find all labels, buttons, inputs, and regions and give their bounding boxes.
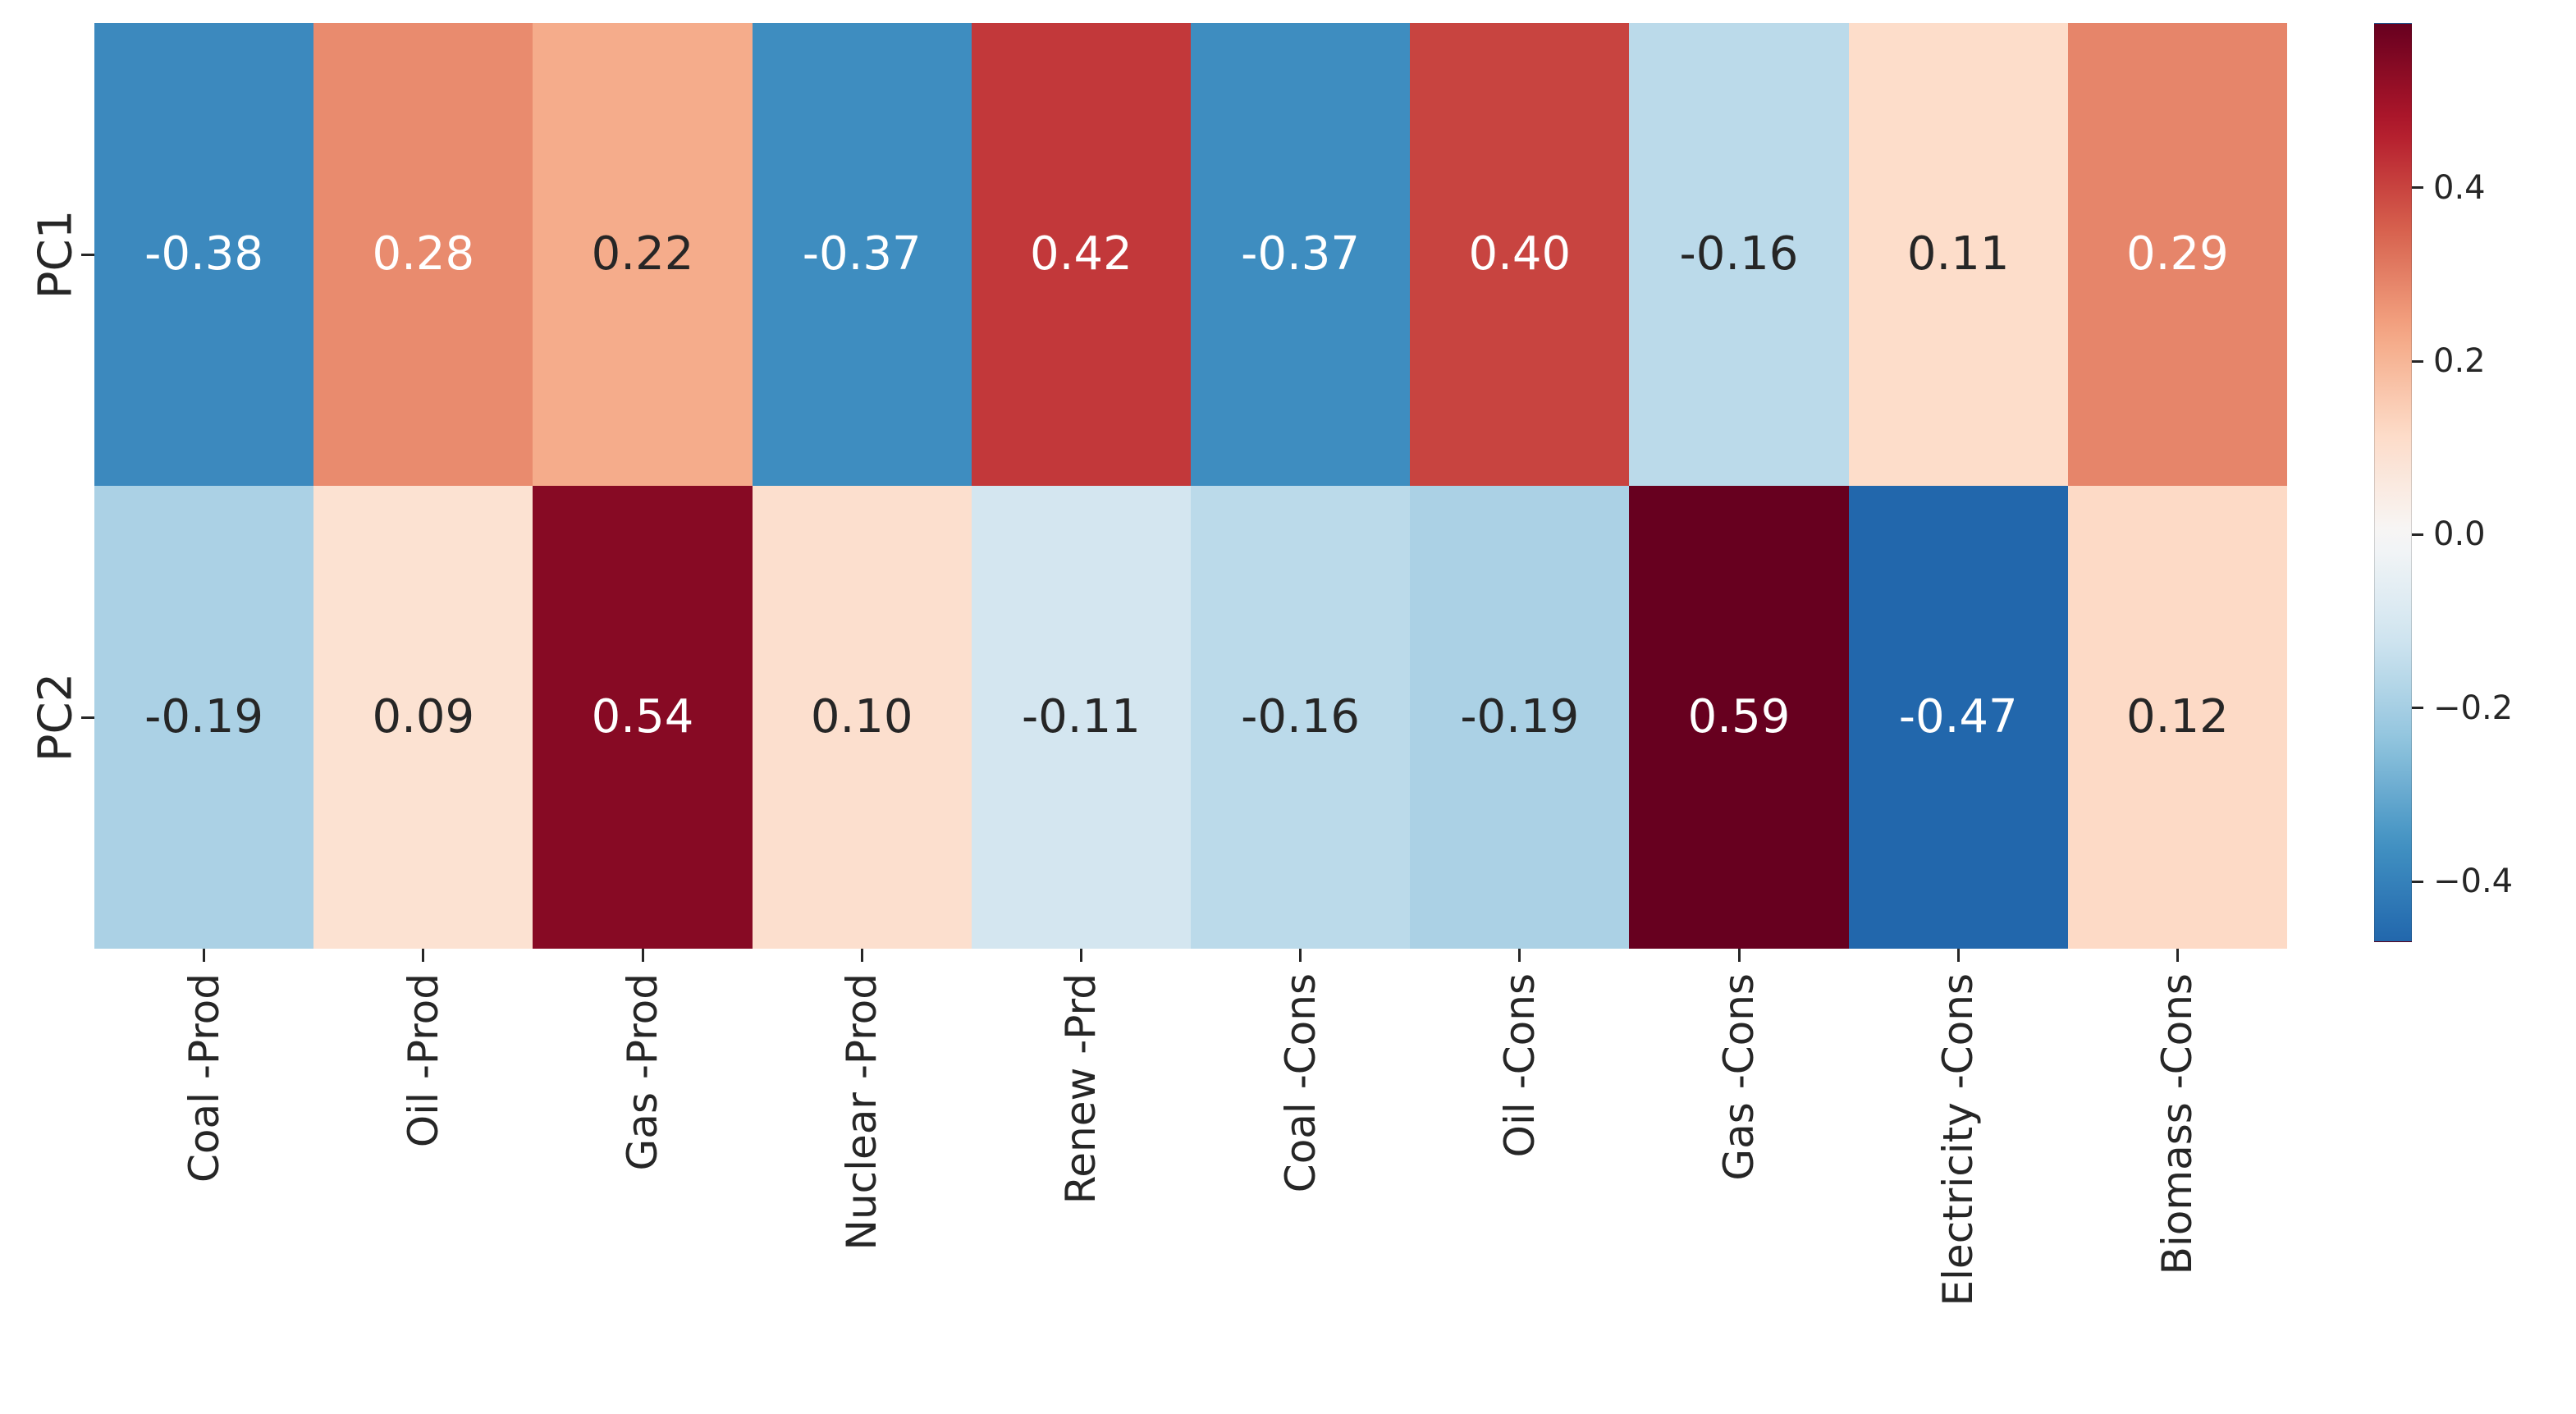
heatmap-cell: 0.22 <box>533 23 753 486</box>
x-tick-label: Oil -Prod <box>399 973 447 1148</box>
x-tick-label: Renew -Prd <box>1057 973 1105 1205</box>
heatmap-cell: 0.42 <box>971 23 1191 486</box>
colorbar-tick-label: −0.4 <box>2433 863 2514 901</box>
x-tick-mark <box>1299 949 1302 962</box>
y-tick-mark <box>81 716 94 719</box>
heatmap-cell: 0.12 <box>2067 486 2287 949</box>
x-tick-mark <box>1737 949 1741 962</box>
heatmap-cell: 0.40 <box>1410 23 1630 486</box>
x-tick-label: Biomass -Cons <box>2153 973 2202 1275</box>
colorbar-tick-label: 0.2 <box>2433 342 2486 381</box>
heatmap-cell: -0.19 <box>94 486 314 949</box>
heatmap-cell: 0.11 <box>1848 23 2068 486</box>
colorbar-tick-label: −0.2 <box>2433 689 2514 727</box>
colorbar-tick-mark <box>2412 880 2423 883</box>
colorbar-tick-mark <box>2412 707 2423 710</box>
colorbar-tick-mark <box>2412 359 2423 363</box>
heatmap-cell: -0.47 <box>1848 486 2068 949</box>
heatmap-cell: 0.28 <box>313 23 533 486</box>
x-tick-mark <box>422 949 425 962</box>
heatmap-cell: -0.19 <box>1410 486 1630 949</box>
colorbar: 0.4 0.2 0.0 −0.2 −0.4 <box>2374 23 2513 942</box>
heatmap-grid: -0.38 0.28 0.22 -0.37 0.42 -0.37 0.40 -0.16 0.11… <box>94 23 2287 949</box>
colorbar-tick-label: 0.0 <box>2433 515 2486 554</box>
heatmap-cell: 0.09 <box>313 486 533 949</box>
heatmap-cell: -0.16 <box>1191 486 1411 949</box>
heatmap-cell: -0.37 <box>1191 23 1411 486</box>
heatmap-cell: 0.59 <box>1629 486 1849 949</box>
colorbar-tick-mark <box>2412 533 2423 536</box>
heatmap-cell: 0.29 <box>2067 23 2287 486</box>
x-tick-mark <box>1518 949 1521 962</box>
x-tick-label: Gas -Cons <box>1715 973 1763 1181</box>
heatmap-cell: -0.16 <box>1629 23 1849 486</box>
x-tick-label: Coal -Prod <box>180 973 228 1183</box>
y-tick-label: PC1 <box>29 209 83 300</box>
heatmap-cell: -0.11 <box>971 486 1191 949</box>
x-tick-label: Gas -Prod <box>619 973 666 1171</box>
y-tick-label: PC2 <box>29 672 83 762</box>
colorbar-tick-mark <box>2412 186 2423 190</box>
heatmap-cell: 0.10 <box>752 486 972 949</box>
x-tick-label: Oil -Cons <box>1495 973 1544 1158</box>
heatmap-cell: -0.37 <box>752 23 972 486</box>
colorbar-tick-label: 0.4 <box>2433 168 2486 207</box>
colorbar-gradient <box>2374 23 2412 942</box>
x-tick-label: Electricity -Cons <box>1934 973 1983 1306</box>
x-tick-mark <box>2176 949 2179 962</box>
x-tick-label: Coal -Cons <box>1276 973 1325 1193</box>
x-tick-mark <box>641 949 644 962</box>
heatmap-cell: -0.38 <box>94 23 314 486</box>
x-tick-label: Nuclear -Prod <box>838 973 886 1251</box>
y-tick-mark <box>81 253 94 256</box>
x-tick-mark <box>1079 949 1082 962</box>
x-tick-mark <box>203 949 206 962</box>
x-tick-mark <box>860 949 863 962</box>
x-tick-mark <box>1956 949 1960 962</box>
heatmap-cell: 0.54 <box>533 486 753 949</box>
